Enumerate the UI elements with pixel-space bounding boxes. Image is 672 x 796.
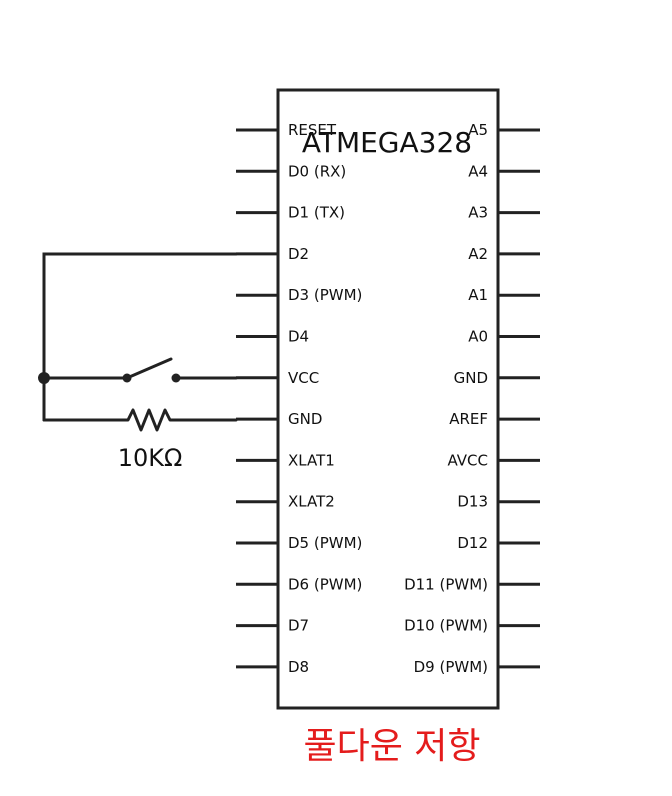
pin-label: XLAT2 <box>288 493 335 511</box>
pin-label: D11 (PWM) <box>404 575 488 593</box>
pin-label: A4 <box>468 162 488 180</box>
right-pin: D10 (PWM) <box>404 617 540 635</box>
left-pin: D5 (PWM) <box>236 534 362 552</box>
d2-wire <box>42 252 238 422</box>
pin-label: D2 <box>288 245 309 263</box>
pin-label: A3 <box>468 204 488 222</box>
left-pin-group: RESET D0 (RX) D1 (TX) D2 D3 (PWM) D4 VCC GND XLA… <box>236 121 362 676</box>
left-pin: D3 (PWM) <box>236 286 362 304</box>
switch-symbol <box>122 357 181 383</box>
left-pin: D7 <box>236 617 309 635</box>
right-pin: D13 <box>457 493 540 511</box>
pin-label: AVCC <box>447 451 488 469</box>
pin-label: D13 <box>457 493 488 511</box>
right-pin: D9 (PWM) <box>414 658 540 676</box>
right-pin: A5 <box>468 121 540 139</box>
left-pin: D1 (TX) <box>236 204 345 222</box>
right-pin: A1 <box>468 286 540 304</box>
right-pin: GND <box>454 369 540 387</box>
pin-label: AREF <box>449 410 488 428</box>
pin-label: XLAT1 <box>288 451 335 469</box>
pin-label: A5 <box>468 121 488 139</box>
right-pin: D11 (PWM) <box>404 575 540 593</box>
pin-label: D1 (TX) <box>288 204 345 222</box>
pin-label: D10 (PWM) <box>404 617 488 635</box>
pin-label: D5 (PWM) <box>288 534 362 552</box>
chip-title: ATMEGA328 <box>302 126 472 159</box>
pin-label: D6 (PWM) <box>288 575 362 593</box>
right-pin: A3 <box>468 204 540 222</box>
right-pin: AVCC <box>447 451 540 469</box>
pin-label: A1 <box>468 286 488 304</box>
right-pin: A4 <box>468 162 540 180</box>
left-pin: XLAT2 <box>236 493 335 511</box>
left-pin: D6 (PWM) <box>236 575 362 593</box>
pin-label: D12 <box>457 534 488 552</box>
resistor-label: 10KΩ <box>118 444 183 472</box>
external-wiring <box>42 252 238 422</box>
left-pin: GND <box>236 410 322 428</box>
pin-label: A0 <box>468 328 488 346</box>
right-pin: A2 <box>468 245 540 263</box>
right-pin: AREF <box>449 410 540 428</box>
junction-dot <box>38 372 50 384</box>
left-pin: D8 <box>236 658 309 676</box>
left-pin: D4 <box>236 328 309 346</box>
pin-label: D7 <box>288 617 309 635</box>
pin-label: D4 <box>288 328 309 346</box>
pin-label: D3 (PWM) <box>288 286 362 304</box>
caption: 풀다운 저항 <box>303 726 480 767</box>
left-pin: XLAT1 <box>236 451 335 469</box>
pin-label: D0 (RX) <box>288 162 346 180</box>
left-pin: D0 (RX) <box>236 162 346 180</box>
pin-label: A2 <box>468 245 488 263</box>
pin-label: GND <box>454 369 488 387</box>
left-pin: VCC <box>236 369 319 387</box>
pin-label: D9 (PWM) <box>414 658 488 676</box>
resistor-symbol <box>122 408 174 432</box>
pin-label: VCC <box>288 369 319 387</box>
right-pin: A0 <box>468 328 540 346</box>
right-pin: D12 <box>457 534 540 552</box>
pin-label: RESET <box>288 121 337 139</box>
pin-label: GND <box>288 410 322 428</box>
chip-body <box>276 88 500 710</box>
pin-label: D8 <box>288 658 309 676</box>
right-pin-group: A5 A4 A3 A2 A1 A0 GND AREF AVCC D13 D12 D11 (PWM) D1… <box>404 121 540 676</box>
left-pin: RESET <box>236 121 337 139</box>
left-pin: D2 <box>236 245 309 263</box>
